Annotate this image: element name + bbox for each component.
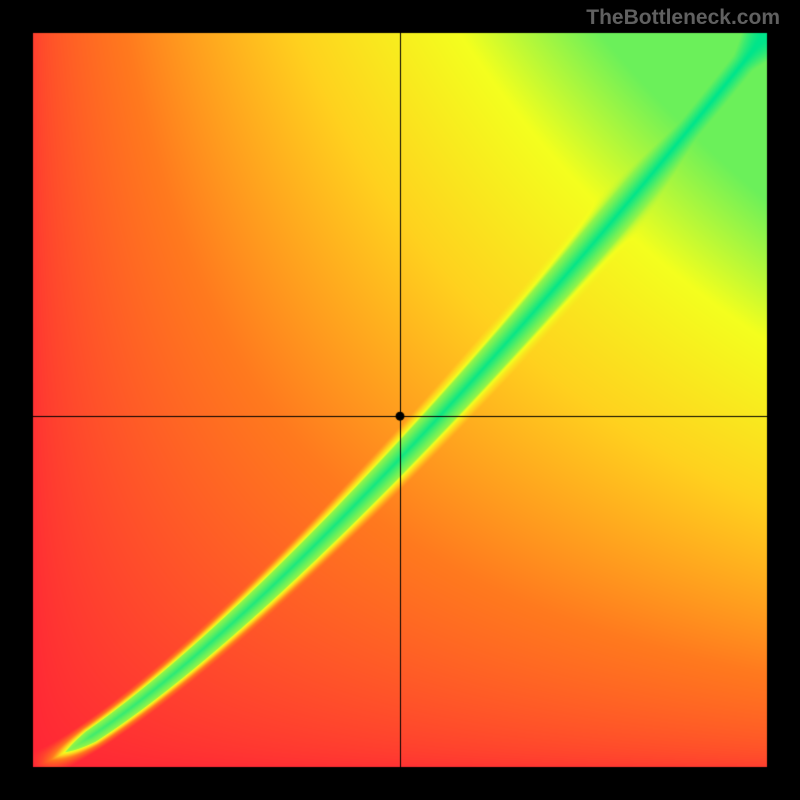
- chart-container: TheBottleneck.com: [0, 0, 800, 800]
- bottleneck-heatmap: [0, 0, 800, 800]
- watermark-text: TheBottleneck.com: [586, 6, 780, 30]
